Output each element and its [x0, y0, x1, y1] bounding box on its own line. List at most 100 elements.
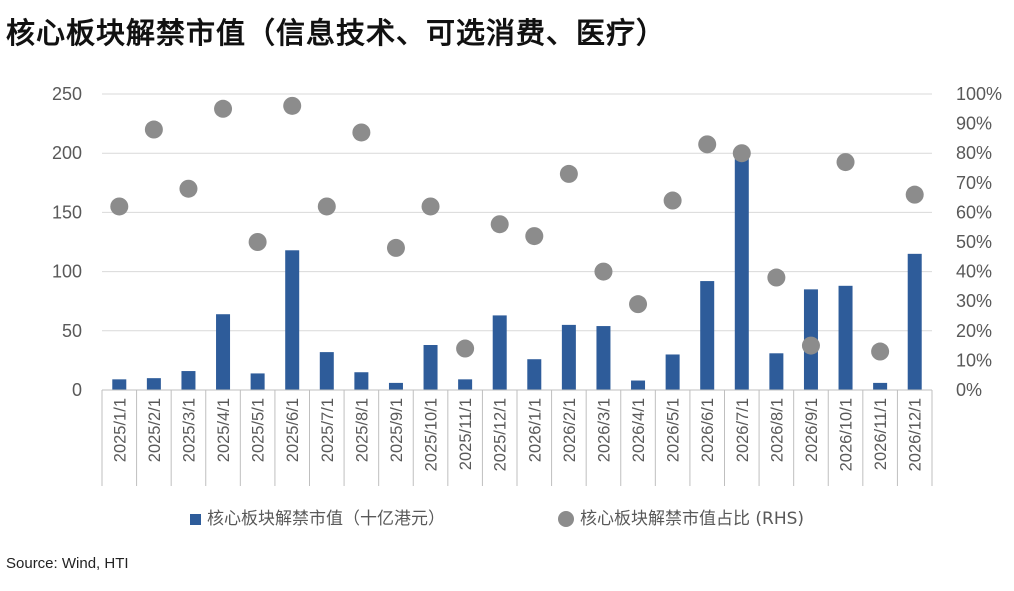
x-tick-label: 2025/1/1 [111, 398, 129, 462]
x-tick-label: 2026/4/1 [630, 398, 648, 462]
x-tick-label: 2026/7/1 [734, 398, 752, 462]
scatter-point [179, 179, 198, 198]
right-tick-label: 20% [956, 321, 992, 341]
x-tick-label: 2025/11/1 [457, 398, 475, 470]
scatter-point [801, 336, 820, 355]
scatter-point [767, 268, 786, 287]
scatter-point [559, 164, 578, 183]
left-axis-ticks: 0 50 100 150 200 250 [52, 84, 82, 400]
legend-bar-swatch [190, 514, 201, 525]
legend-dot-label: 核心板块解禁市值占比 (RHS) [580, 509, 804, 529]
bar [181, 371, 196, 390]
right-tick-label: 80% [956, 143, 992, 163]
left-tick-label: 200 [52, 143, 82, 163]
scatter-point [732, 144, 751, 163]
bar [388, 382, 403, 390]
bar [285, 250, 300, 390]
x-tick-label: 2025/9/1 [388, 398, 406, 462]
scatter-point [525, 227, 544, 246]
bar [423, 345, 438, 390]
scatter-point [144, 120, 163, 139]
bar [838, 285, 853, 390]
right-tick-label: 10% [956, 350, 992, 370]
x-tick-label: 2025/10/1 [423, 398, 441, 471]
left-tick-label: 0 [72, 380, 82, 400]
bar [527, 359, 542, 390]
bar [112, 379, 127, 390]
left-tick-label: 250 [52, 84, 82, 104]
bar [631, 380, 646, 390]
scatter-point [905, 185, 924, 204]
bar [146, 378, 161, 390]
scatter-point [663, 191, 682, 210]
scatter-point [629, 295, 648, 314]
x-tick-label: 2025/2/1 [146, 398, 164, 462]
bar [734, 155, 749, 390]
right-tick-label: 60% [956, 202, 992, 222]
bar [907, 253, 922, 390]
bar [561, 324, 576, 390]
x-tick-label: 2025/3/1 [180, 398, 198, 462]
bar-series [112, 155, 922, 390]
scatter-point [421, 197, 440, 216]
bar [216, 314, 231, 390]
scatter-point [386, 238, 405, 257]
bar [354, 372, 369, 390]
left-tick-label: 50 [62, 321, 82, 341]
bar [769, 353, 784, 390]
bar [596, 326, 611, 390]
right-tick-label: 30% [956, 291, 992, 311]
scatter-point [110, 197, 129, 216]
right-axis-ticks: 0% 10% 20% 30% 40% 50% 60% 70% 80% 90% 100% [956, 84, 1002, 400]
legend-dot-swatch [558, 511, 574, 527]
source-note: Source: Wind, HTI [6, 555, 129, 572]
bar [319, 352, 334, 390]
scatter-point [352, 123, 371, 142]
scatter-point [698, 135, 717, 154]
x-tick-label: 2026/3/1 [595, 398, 613, 462]
x-tick-label: 2026/1/1 [526, 398, 544, 462]
legend: 核心板块解禁市值（十亿港元） 核心板块解禁市值占比 (RHS) [190, 509, 804, 529]
scatter-point [214, 99, 233, 118]
x-tick-label: 2026/2/1 [561, 398, 579, 462]
chart-title: 核心板块解禁市值（信息技术、可选消费、医疗） [6, 16, 667, 50]
legend-bar-label: 核心板块解禁市值（十亿港元） [207, 509, 445, 529]
x-tick-label: 2026/10/1 [838, 398, 856, 471]
scatter-series [110, 96, 924, 361]
bar [492, 315, 507, 390]
scatter-point [871, 342, 890, 361]
right-tick-label: 0% [956, 380, 982, 400]
scatter-point [317, 197, 336, 216]
scatter-point [594, 262, 613, 281]
right-tick-label: 40% [956, 262, 992, 282]
x-tick-label: 2026/9/1 [803, 398, 821, 462]
x-tick-label: 2026/5/1 [665, 398, 683, 462]
bar [665, 354, 680, 390]
x-axis: 2025/1/1 2025/2/1 2025/3/1 2025/4/1 2025/5/1… [101, 389, 933, 486]
bar [458, 379, 473, 390]
x-tick-label: 2025/4/1 [215, 398, 233, 462]
left-tick-label: 100 [52, 262, 82, 282]
right-tick-label: 70% [956, 173, 992, 193]
scatter-point [490, 215, 509, 234]
x-tick-label: 2025/5/1 [250, 398, 268, 462]
right-tick-label: 90% [956, 114, 992, 134]
x-tick-label: 2026/12/1 [907, 398, 925, 471]
right-tick-label: 50% [956, 232, 992, 252]
scatter-point [456, 339, 475, 358]
x-tick-label: 2026/8/1 [768, 398, 786, 462]
bar [700, 281, 715, 390]
scatter-point [248, 233, 267, 251]
bar [873, 382, 888, 390]
scatter-point [836, 153, 855, 172]
left-tick-label: 150 [52, 202, 82, 222]
bar [250, 373, 265, 390]
x-tick-label: 2026/11/1 [872, 398, 890, 470]
x-tick-label: 2025/12/1 [492, 398, 510, 471]
x-tick-label: 2025/7/1 [319, 398, 337, 462]
scatter-point [283, 96, 302, 115]
right-tick-label: 100% [956, 84, 1002, 104]
x-tick-label: 2026/6/1 [699, 398, 717, 462]
x-tick-label: 2025/6/1 [284, 398, 302, 462]
